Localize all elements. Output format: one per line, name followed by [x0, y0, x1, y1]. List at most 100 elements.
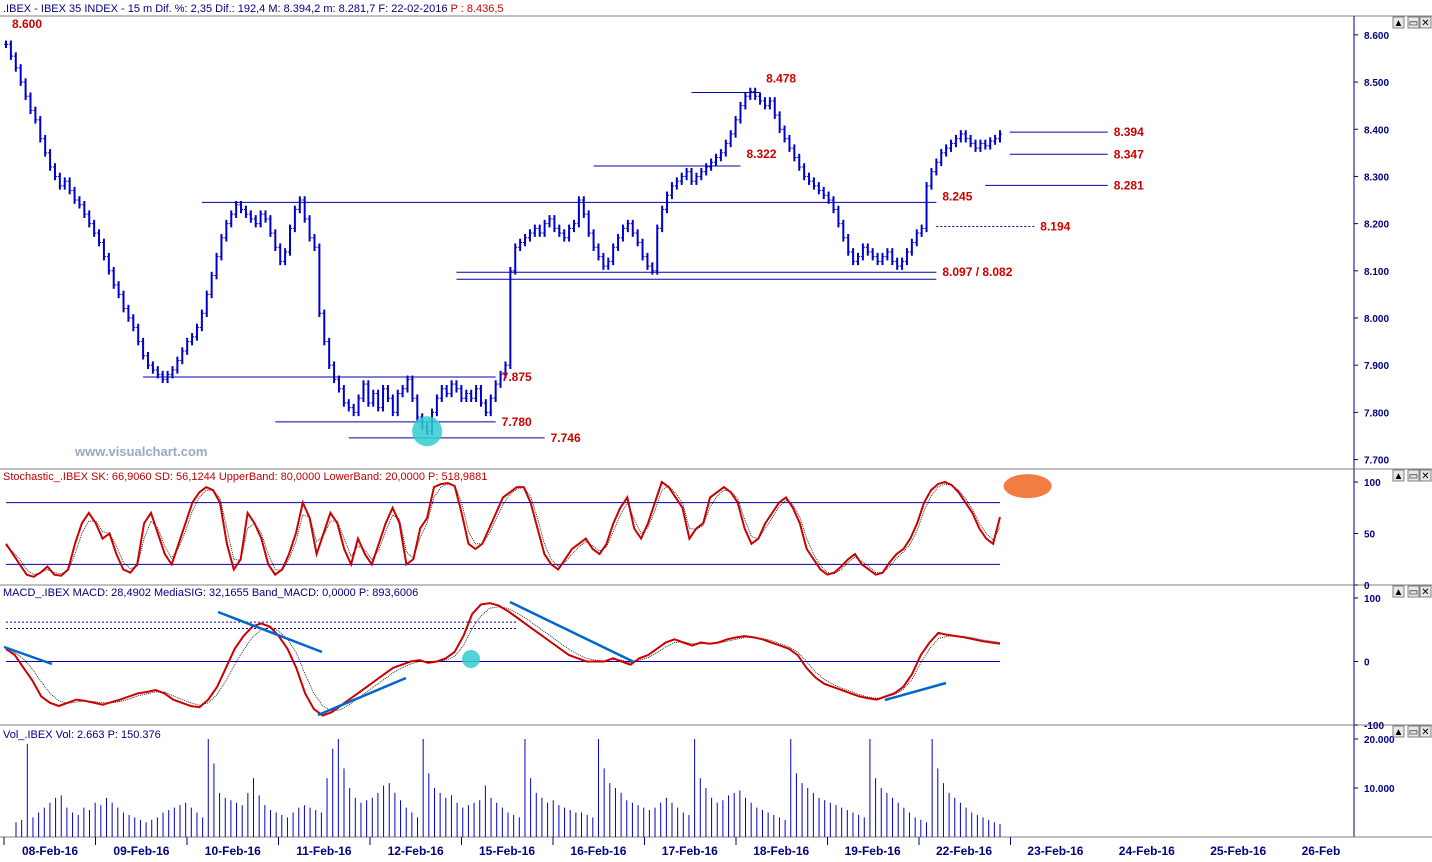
- chevron-up-icon: ▲: [1394, 18, 1404, 29]
- date-label: 22-Feb-16: [936, 844, 992, 857]
- macd-ytick-label: 0: [1364, 658, 1370, 669]
- window-title-main: .IBEX - IBEX 35 INDEX - 15 m Dif. %: 2,3…: [3, 3, 451, 15]
- level-label: 8.281: [1114, 178, 1144, 192]
- price-ytick-label: 7.700: [1364, 456, 1389, 467]
- date-label: 11-Feb-16: [296, 844, 352, 857]
- stochastic-close-button-frame[interactable]: [1419, 469, 1432, 482]
- macd-ytick-label: 100: [1364, 594, 1381, 605]
- price-restore-button[interactable]: ▭: [1407, 16, 1420, 29]
- stochastic-up-button-frame[interactable]: [1392, 469, 1405, 482]
- stochastic-restore-button[interactable]: ▭: [1407, 469, 1420, 482]
- low-highlight-marker: [412, 416, 443, 447]
- volume-close-button-frame[interactable]: [1419, 725, 1432, 738]
- restore-icon: ▭: [1409, 727, 1418, 738]
- level-label: 7.875: [502, 370, 532, 384]
- date-label: 23-Feb-16: [1027, 844, 1083, 857]
- macd-trendline: [509, 600, 635, 664]
- macd-trendline: [217, 610, 323, 654]
- level-label: 8.194: [1040, 219, 1070, 233]
- macd-restore-button[interactable]: ▭: [1407, 585, 1420, 598]
- macd-close-button[interactable]: ✕: [1419, 585, 1432, 598]
- price-ytick-label: 7.800: [1364, 408, 1389, 419]
- chevron-up-icon: ▲: [1394, 727, 1404, 738]
- stochastic-sk-line: [5, 480, 1001, 578]
- watermark-text: www.visualchart.com: [74, 444, 207, 459]
- macd-ytick-label: -100: [1364, 721, 1384, 732]
- level-label: 8.394: [1114, 125, 1144, 139]
- chevron-up-icon: ▲: [1394, 587, 1404, 598]
- volume-title: Vol_.IBEX Vol: 2.663 P: 150.376: [3, 729, 161, 741]
- stochastic-ytick-label: 50: [1364, 530, 1376, 541]
- window-title: .IBEX - IBEX 35 INDEX - 15 m Dif. %: 2,3…: [3, 3, 504, 15]
- stochastic-ytick-label: 0: [1364, 581, 1370, 592]
- restore-icon: ▭: [1409, 18, 1418, 29]
- price-up-button-frame[interactable]: [1392, 16, 1405, 29]
- date-label: 16-Feb-16: [570, 844, 626, 857]
- macd-trendline: [317, 676, 407, 717]
- macd-title: MACD_.IBEX MACD: 28,4902 MediaSIG: 32,16…: [3, 587, 418, 599]
- level-label: 8.478: [766, 71, 796, 85]
- level-label: 8.347: [1114, 147, 1144, 161]
- stochastic-title: Stochastic_.IBEX SK: 66,9060 SD: 56,1244…: [3, 471, 487, 483]
- price-up-button[interactable]: ▲: [1392, 16, 1405, 29]
- window-title-last: P : 8.436,5: [451, 3, 504, 15]
- date-label: 08-Feb-16: [22, 844, 78, 857]
- price-ytick-label: 8.600: [1364, 31, 1389, 42]
- macd-cross-highlight-marker: [462, 650, 480, 668]
- price-ytick-label: 8.300: [1364, 172, 1389, 183]
- macd-up-button-frame[interactable]: [1392, 585, 1405, 598]
- level-label: 8.097 / 8.082: [942, 265, 1012, 279]
- volume-close-button[interactable]: ✕: [1419, 725, 1432, 738]
- macd-line: [5, 602, 1001, 717]
- chevron-up-icon: ▲: [1394, 471, 1404, 482]
- stochastic-close-button[interactable]: ✕: [1419, 469, 1432, 482]
- price-series: [4, 40, 1002, 436]
- level-label: 7.780: [502, 415, 532, 429]
- price-high-label: 8.600: [12, 17, 42, 31]
- close-icon: ✕: [1421, 587, 1429, 598]
- stochastic-up-button[interactable]: ▲: [1392, 469, 1405, 482]
- date-label: 12-Feb-16: [388, 844, 444, 857]
- restore-icon: ▭: [1409, 587, 1418, 598]
- volume-restore-button[interactable]: ▭: [1407, 725, 1420, 738]
- volume-ytick-label: 20.000: [1364, 735, 1395, 746]
- level-label: 8.245: [942, 189, 972, 203]
- price-ytick-label: 7.900: [1364, 361, 1389, 372]
- price-ytick-label: 8.200: [1364, 220, 1389, 231]
- macd-close-button-frame[interactable]: [1419, 585, 1432, 598]
- stochastic-restore-button-frame[interactable]: [1407, 469, 1420, 482]
- date-label: 19-Feb-16: [845, 844, 901, 857]
- stochastic-sd-line: [5, 483, 1001, 576]
- date-label: 18-Feb-16: [753, 844, 809, 857]
- close-icon: ✕: [1421, 471, 1429, 482]
- macd-trendline: [884, 681, 947, 702]
- price-close-button-frame[interactable]: [1419, 16, 1432, 29]
- price-ytick-label: 8.100: [1364, 267, 1389, 278]
- price-ytick-label: 8.000: [1364, 314, 1389, 325]
- date-label: 25-Feb-16: [1210, 844, 1266, 857]
- level-label: 7.746: [551, 431, 581, 445]
- volume-up-button[interactable]: ▲: [1392, 725, 1405, 738]
- macd-up-button[interactable]: ▲: [1392, 585, 1405, 598]
- date-label: 09-Feb-16: [113, 844, 169, 857]
- volume-series: [15, 739, 1001, 837]
- stochastic-highlight-marker: [1003, 474, 1052, 499]
- close-icon: ✕: [1421, 18, 1429, 29]
- date-label: 26-Feb: [1302, 844, 1341, 857]
- date-label: 17-Feb-16: [662, 844, 718, 857]
- price-close-button[interactable]: ✕: [1419, 16, 1432, 29]
- volume-restore-button-frame[interactable]: [1407, 725, 1420, 738]
- level-label: 8.322: [746, 147, 776, 161]
- price-restore-button-frame[interactable]: [1407, 16, 1420, 29]
- date-label: 15-Feb-16: [479, 844, 535, 857]
- volume-ytick-label: 10.000: [1364, 784, 1395, 795]
- date-label: 10-Feb-16: [205, 844, 261, 857]
- price-ytick-label: 8.400: [1364, 125, 1389, 136]
- macd-restore-button-frame[interactable]: [1407, 585, 1420, 598]
- volume-up-button-frame[interactable]: [1392, 725, 1405, 738]
- stochastic-ytick-label: 100: [1364, 478, 1381, 489]
- price-ytick-label: 8.500: [1364, 78, 1389, 89]
- date-label: 24-Feb-16: [1119, 844, 1175, 857]
